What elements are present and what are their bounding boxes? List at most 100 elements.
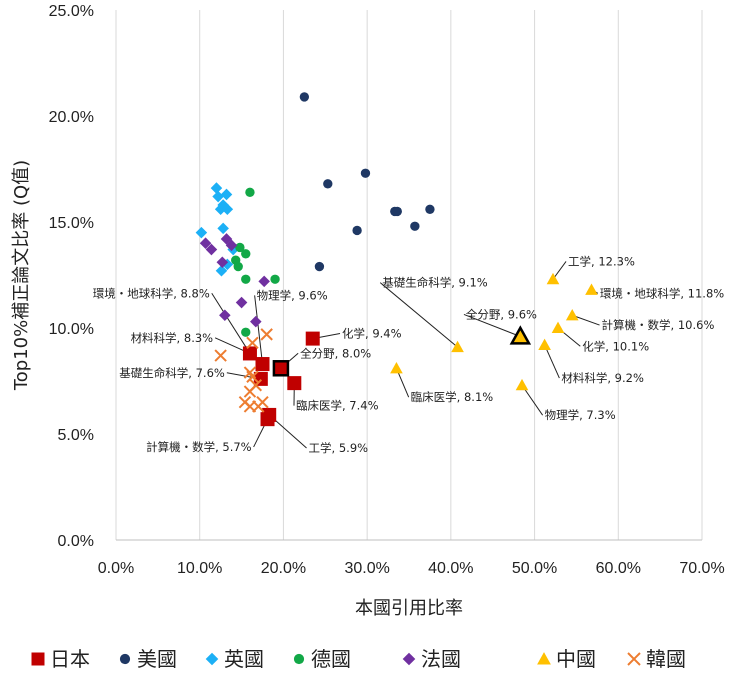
leader-計算機・数学-10-6- — [572, 314, 600, 326]
legend-label: 德國 — [311, 647, 351, 671]
highlight-中國-全分野 — [509, 325, 532, 345]
point-中國-2 — [585, 283, 598, 295]
point-美國-4 — [392, 206, 402, 217]
point-日本-2 — [305, 331, 320, 346]
legend-marker-韓國 — [627, 652, 641, 666]
x-axis-title: 本國引用比率 — [355, 598, 463, 619]
y-tick-label: 5.0% — [58, 427, 94, 444]
x-tick-label: 60.0% — [596, 560, 641, 577]
legend-marker-英國 — [205, 652, 219, 666]
x-tick-label: 20.0% — [261, 560, 306, 577]
legend: 日本 美國 英國 德國 法國 中國 韓國 — [31, 647, 686, 671]
leader-物理学-9-6- — [254, 295, 263, 365]
point-德國-0 — [245, 187, 255, 197]
y-tick-label: 10.0% — [49, 321, 94, 338]
point-法國-2 — [220, 233, 233, 245]
annotation-label: 基礎生命科学, 9.1% — [382, 276, 488, 290]
legend-label: 韓國 — [646, 647, 686, 671]
annotation-label: 物理学, 7.3% — [545, 408, 616, 422]
leader-材料科学-9-2- — [544, 344, 560, 379]
x-tick-label: 50.0% — [512, 560, 557, 577]
data-points — [195, 92, 598, 427]
gridlines — [115, 10, 703, 540]
point-英國-6 — [195, 226, 208, 239]
point-美國-2 — [323, 179, 333, 189]
x-tick-label: 10.0% — [177, 560, 222, 577]
y-tick-label: 0.0% — [58, 533, 94, 550]
point-英國-3 — [217, 199, 229, 211]
legend-marker-中國 — [537, 652, 551, 665]
annotation-label: 全分野, 9.6% — [466, 307, 537, 321]
point-中國-1 — [546, 272, 560, 285]
point-美國-7 — [410, 221, 420, 231]
point-中國-6 — [390, 361, 403, 374]
point-德國-7 — [241, 327, 251, 337]
x-tick-labels: 0.0% 10.0% 20.0% 30.0% 40.0% 50.0% 60.0% 70.0% — [98, 560, 725, 577]
annotation-label: 計算機・数学, 5.7% — [146, 440, 252, 454]
point-中國-0 — [451, 340, 464, 353]
point-韓國-0 — [214, 349, 227, 362]
point-日本-7 — [260, 412, 275, 427]
point-德國-1 — [235, 242, 245, 253]
point-美國-6 — [352, 225, 362, 236]
point-德國-2 — [241, 249, 251, 259]
legend-marker-法國 — [402, 652, 416, 666]
x-tick-label: 30.0% — [344, 560, 389, 577]
point-英國-4 — [214, 203, 227, 216]
legend-label: 法國 — [421, 647, 461, 671]
point-中國-4 — [551, 321, 565, 334]
point-韓國-4 — [246, 370, 259, 383]
legend-marker-日本 — [31, 652, 45, 666]
point-英國-0 — [210, 182, 223, 194]
annotation-label: 計算機・数学, 10.6% — [602, 318, 715, 332]
point-法國-8 — [250, 315, 262, 328]
point-美國-0 — [299, 92, 310, 102]
annotation-label: 材料科学, 9.2% — [561, 371, 644, 385]
point-日本-0 — [242, 346, 257, 361]
point-法國-5 — [258, 275, 270, 288]
annotation-label: 臨床医学, 7.4% — [296, 399, 379, 413]
highlight-日本-全分野 — [272, 360, 290, 377]
point-英國-2 — [212, 190, 224, 203]
point-法國-3 — [225, 239, 238, 252]
point-韓國-1 — [260, 328, 273, 341]
point-法國-1 — [205, 243, 218, 256]
y-tick-labels: 0.0% 5.0% 10.0% 15.0% 20.0% 25.0% — [49, 3, 94, 550]
point-韓國-6 — [243, 385, 257, 398]
annotation-label: 基礎生命科学, 7.6% — [119, 366, 225, 380]
x-tick-label: 40.0% — [428, 560, 473, 577]
annotation-label: 物理学, 9.6% — [257, 288, 328, 302]
point-中國-3 — [565, 308, 579, 321]
point-德國-4 — [233, 261, 243, 272]
leader-工学-12-3- — [552, 261, 567, 280]
point-韓國-2 — [246, 336, 259, 350]
point-德國-6 — [270, 274, 280, 284]
x-tick-label: 0.0% — [98, 560, 134, 577]
point-德國-5 — [241, 274, 251, 284]
annotation-label: 全分野, 8.0% — [300, 346, 371, 360]
annotation-label: 臨床医学, 8.1% — [411, 390, 494, 404]
point-英國-1 — [220, 188, 233, 201]
annotation-label: 工学, 12.3% — [568, 254, 635, 268]
annotation-label: 工学, 5.9% — [309, 441, 369, 455]
annotation-label: 環境・地球科学, 11.8% — [600, 286, 724, 300]
annotation-label: 材料科学, 8.3% — [131, 331, 214, 345]
point-法國-6 — [235, 296, 248, 309]
annotation-labels: 環境・地球科学, 8.8% 物理学, 9.6% 化学, 9.4% 材料科学, 8.3%… — [93, 254, 725, 455]
point-韓國-10 — [252, 400, 265, 413]
point-美國-1 — [360, 168, 371, 178]
point-英國-5 — [221, 203, 234, 216]
point-日本-1 — [255, 357, 270, 372]
legend-marker-美國 — [119, 653, 131, 665]
point-美國-8 — [314, 261, 325, 272]
legend-label: 英國 — [224, 647, 264, 671]
point-中國-5 — [538, 338, 551, 351]
y-axis-title: Top10%補正論文比率 (Q值) — [11, 160, 32, 391]
leader-基礎生命科学-9-1- — [379, 282, 458, 348]
annotation-label: 化学, 10.1% — [582, 339, 649, 353]
point-中國-7 — [515, 378, 529, 391]
legend-label: 中國 — [556, 647, 596, 671]
x-tick-label: 70.0% — [679, 560, 724, 577]
point-美國-5 — [425, 204, 435, 214]
